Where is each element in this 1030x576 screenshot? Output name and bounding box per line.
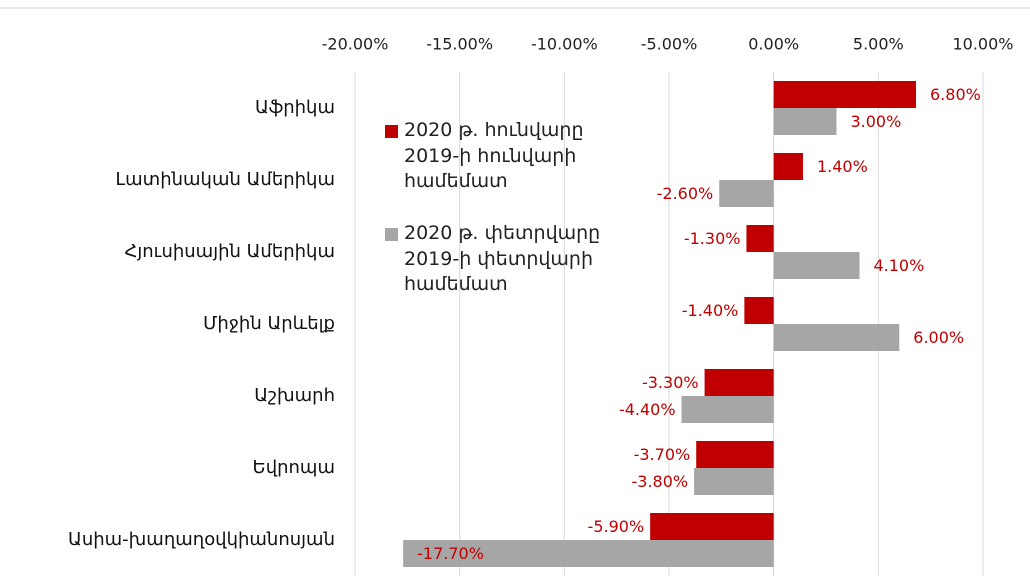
bar	[746, 225, 774, 252]
value-label: -1.30%	[684, 229, 741, 248]
bar	[773, 108, 837, 135]
bar	[403, 540, 774, 567]
legend-label: 2020 թ. հունվարը 2019-ի հունվարի համեմատ	[404, 119, 584, 193]
bar	[773, 324, 900, 351]
bar	[704, 369, 774, 396]
value-label: -4.40%	[619, 400, 676, 419]
legend-label: 2020 թ. փետրվարը 2019-ի փետրվարի համեմատ	[404, 221, 601, 296]
bar	[773, 81, 917, 108]
x-tick-label: -5.00%	[641, 35, 698, 54]
category-label: Միջին Արևելք	[203, 313, 335, 334]
x-tick-label: 5.00%	[853, 35, 904, 54]
bar	[719, 180, 774, 207]
bar	[694, 468, 774, 495]
category-label: Աշխարհ	[254, 385, 335, 406]
legend-swatch	[385, 227, 398, 241]
value-label: 4.10%	[873, 256, 924, 275]
value-label: -3.30%	[642, 373, 699, 392]
category-label: Հյուսիսային Ամերիկա	[124, 241, 335, 262]
value-label: 6.00%	[913, 328, 964, 347]
bar	[773, 153, 803, 180]
legend-swatch	[385, 125, 398, 138]
category-label: Լատինական Ամերիկա	[116, 169, 335, 190]
bar	[773, 252, 860, 279]
value-label: 1.40%	[817, 157, 868, 176]
value-label: 3.00%	[850, 112, 901, 131]
x-tick-label: -15.00%	[426, 35, 493, 54]
category-label: Եվրոպա	[253, 457, 335, 478]
category-label: Աֆրիկա	[255, 97, 335, 118]
value-label: 6.80%	[930, 85, 981, 104]
legend-item: 2020 թ. փետրվարը 2019-ի փետրվարի համեմատ	[385, 221, 635, 298]
x-tick-label: 0.00%	[748, 35, 799, 54]
value-label: -1.40%	[682, 301, 739, 320]
value-label: -5.90%	[588, 517, 645, 536]
value-label: -3.70%	[634, 445, 691, 464]
value-label: -17.70%	[417, 544, 484, 563]
x-tick-label: -20.00%	[322, 35, 389, 54]
bar	[650, 513, 774, 540]
value-label: -2.60%	[657, 184, 714, 203]
bar	[681, 396, 774, 423]
category-label: Ասիա-խաղաղօվկիանոսյան	[68, 529, 335, 550]
bar	[696, 441, 774, 468]
bar	[744, 297, 774, 324]
x-tick-label: 10.00%	[952, 35, 1013, 54]
legend-item: 2020 թ. հունվարը 2019-ի հունվարի համեմատ	[385, 118, 635, 195]
legend: 2020 թ. հունվարը 2019-ի հունվարի համեմատ…	[385, 118, 635, 324]
x-tick-label: -10.00%	[531, 35, 598, 54]
value-label: -3.80%	[632, 472, 689, 491]
